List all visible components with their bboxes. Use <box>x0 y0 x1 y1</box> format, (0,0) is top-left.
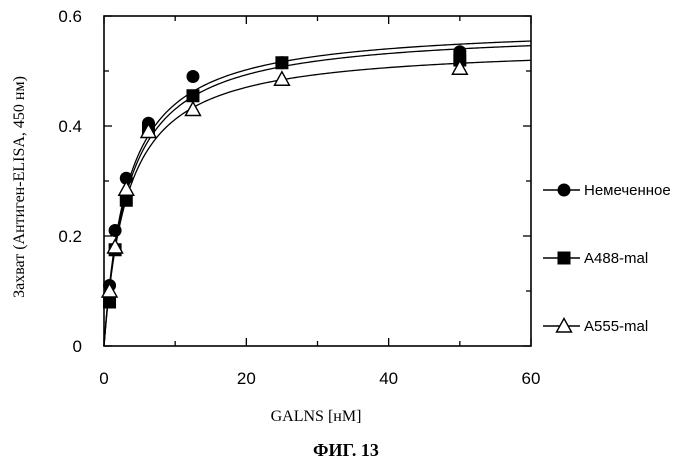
data-point-series-2 <box>186 89 199 102</box>
fit-curve-series-3 <box>104 60 531 346</box>
y-tick-label: 0 <box>73 337 82 356</box>
data-points <box>102 45 467 308</box>
legend-marker <box>558 184 571 197</box>
fit-curves <box>104 41 531 346</box>
y-tick-label: 0.4 <box>58 117 82 136</box>
fit-curve-series-2 <box>104 46 531 346</box>
y-axis-title: Захват (Антиген-ELISA, 450 нм) <box>11 76 28 298</box>
legend-label: А555-mal <box>584 318 648 335</box>
x-axis-title: GALNS [нМ] <box>271 408 362 425</box>
x-tick-label: 20 <box>237 369 256 388</box>
data-point-series-1 <box>186 70 199 83</box>
plot-area <box>104 16 531 346</box>
data-point-series-2 <box>275 56 288 69</box>
legend: Немеченное А488-mal А555-mal <box>543 182 671 335</box>
y-tick-label: 0.2 <box>58 227 82 246</box>
x-tick-label: 0 <box>99 369 108 388</box>
legend-label: Немеченное <box>584 182 671 199</box>
figure-caption: ФИГ. 13 <box>313 440 379 460</box>
y-tick-label: 0.6 <box>58 7 82 26</box>
fit-curve-series-1 <box>104 41 531 346</box>
binding-chart: 0 20 40 60 0 0.2 0.4 0.6 Немеченное А488-mal А555… <box>0 0 699 469</box>
legend-label: А488-mal <box>584 250 648 267</box>
legend-marker <box>557 319 572 333</box>
x-tick-label: 40 <box>379 369 398 388</box>
legend-marker <box>558 252 571 265</box>
plot-frame <box>104 16 531 346</box>
data-point-series-1 <box>109 224 122 237</box>
x-tick-label: 60 <box>522 369 541 388</box>
